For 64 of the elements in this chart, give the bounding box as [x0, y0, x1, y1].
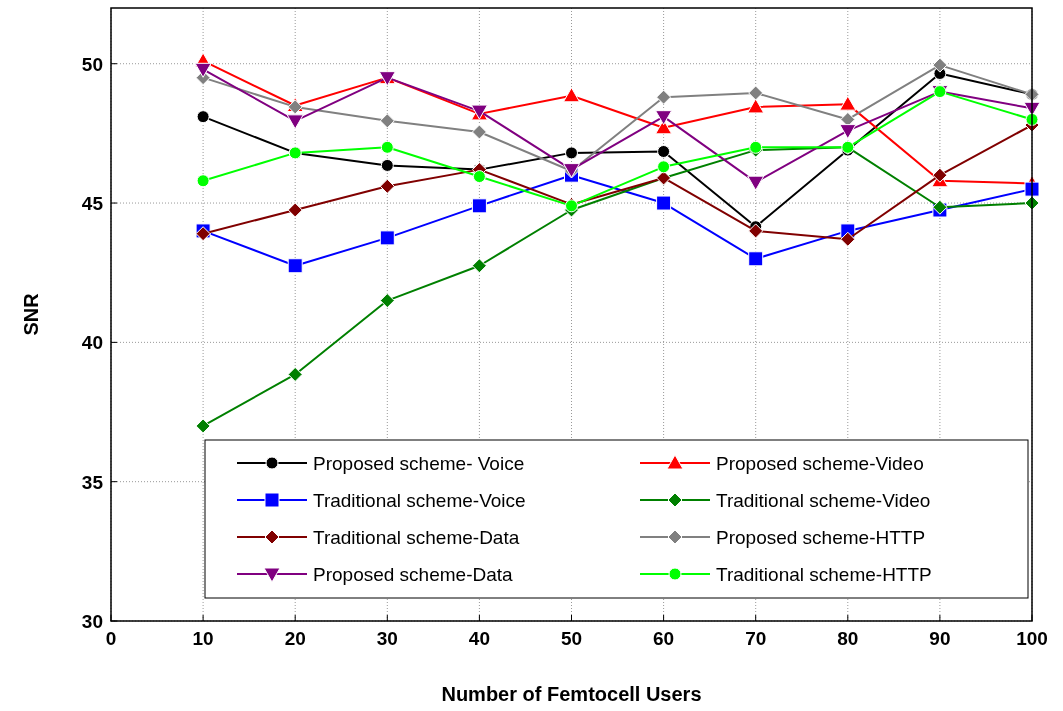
point: [657, 145, 671, 158]
point: [379, 113, 395, 129]
legend-label: Proposed scheme-HTTP: [716, 527, 926, 548]
point: [287, 258, 303, 274]
x-tick-label: 30: [376, 628, 398, 649]
legend-label: Proposed scheme-Data: [313, 564, 514, 585]
x-axis-title: Number of Femtocell Users: [441, 683, 702, 705]
point: [471, 124, 487, 140]
point: [195, 418, 211, 434]
y-tick-label: 35: [81, 471, 104, 493]
point: [287, 366, 303, 382]
legend-label: Proposed scheme- Voice: [313, 453, 525, 474]
point: [380, 140, 394, 154]
point: [657, 160, 671, 174]
x-tick-label: 20: [284, 628, 306, 649]
x-tick-label: 90: [929, 628, 951, 649]
x-tick-label: 100: [1016, 628, 1048, 649]
x-tick-label: 50: [560, 628, 583, 649]
point: [840, 111, 856, 127]
point: [287, 202, 303, 218]
point: [748, 223, 764, 239]
point: [749, 140, 763, 154]
point: [839, 95, 857, 111]
point: [655, 110, 673, 126]
point: [656, 195, 672, 211]
legend-label: Traditional scheme-Video: [716, 490, 931, 511]
legend-label: Traditional scheme-Data: [313, 527, 520, 548]
x-tick-label: 60: [653, 628, 675, 649]
point: [286, 114, 304, 130]
point: [839, 124, 857, 140]
y-tick-label: 45: [81, 193, 104, 215]
legend-label: Traditional scheme-HTTP: [716, 564, 932, 585]
point: [932, 167, 948, 183]
x-tick-label: 80: [837, 628, 859, 649]
point: [194, 62, 212, 78]
legend-label: Proposed scheme-Video: [716, 453, 924, 474]
point: [471, 198, 487, 214]
point: [471, 258, 487, 274]
y-tick-label: 50: [81, 53, 103, 75]
point: [379, 178, 395, 194]
point: [565, 146, 578, 160]
point: [748, 85, 764, 101]
y-tick-label: 30: [81, 611, 103, 632]
point: [932, 57, 948, 73]
point: [379, 230, 395, 246]
point: [196, 110, 210, 124]
y-tick-label: 40: [81, 332, 103, 354]
point: [1024, 181, 1040, 197]
point: [472, 170, 486, 184]
point: [747, 98, 765, 114]
x-tick-label: 70: [745, 628, 767, 649]
point: [379, 293, 395, 309]
point: [380, 158, 394, 172]
point: [748, 251, 764, 267]
legend-label: Traditional scheme-Voice: [313, 490, 526, 511]
point: [656, 89, 672, 105]
y-axis-title: SNR: [20, 292, 42, 336]
x-tick-label: 0: [105, 628, 117, 649]
point: [840, 231, 856, 247]
point: [747, 175, 765, 191]
x-tick-label: 40: [468, 628, 490, 649]
point: [196, 174, 210, 188]
x-tick-label: 10: [192, 628, 214, 649]
point: [563, 87, 580, 103]
